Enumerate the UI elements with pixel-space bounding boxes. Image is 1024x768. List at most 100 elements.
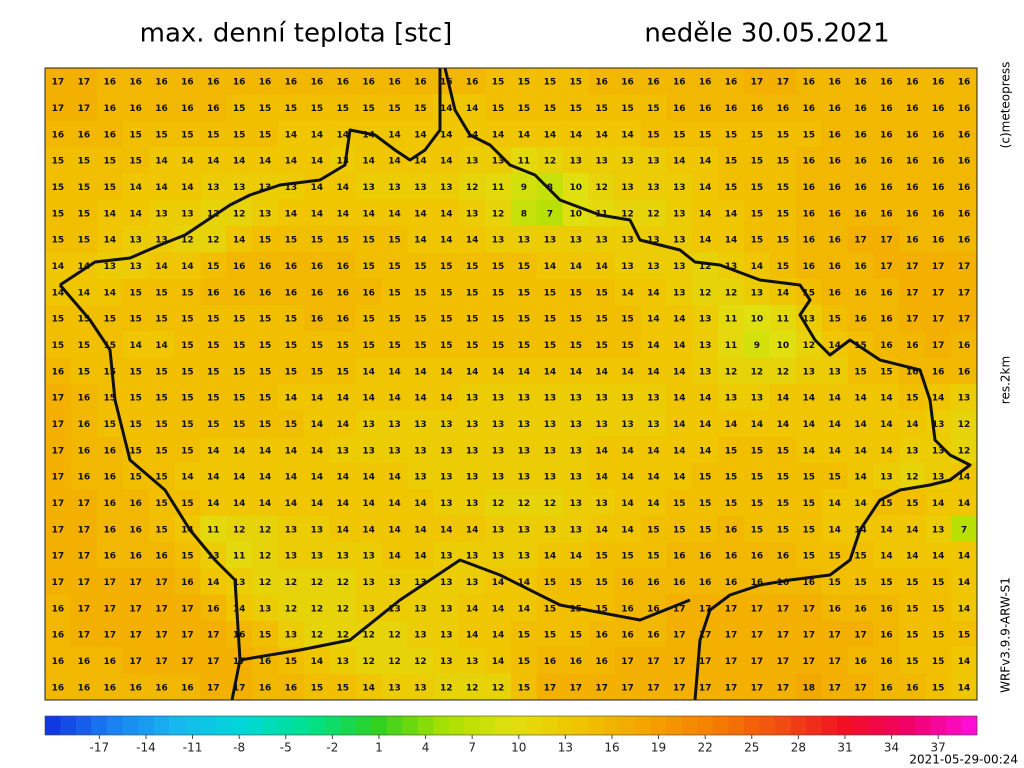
- grid-cell: [96, 68, 124, 95]
- grid-cell: [847, 673, 874, 701]
- grid-value: 14: [699, 157, 712, 167]
- grid-cell: [355, 568, 383, 596]
- grid-cell: [70, 647, 98, 675]
- grid-value: 14: [828, 420, 841, 430]
- grid-value: 16: [725, 578, 738, 588]
- grid-cell: [433, 621, 460, 648]
- grid-cell: [821, 226, 849, 253]
- grid-value: 13: [129, 262, 142, 272]
- grid-cell: [355, 226, 383, 253]
- grid-value: 14: [78, 288, 91, 298]
- grid-value: 15: [544, 341, 557, 351]
- grid-cell: [821, 120, 849, 148]
- grid-cell: [692, 463, 719, 490]
- grid-value: 16: [181, 104, 194, 114]
- grid-value: 13: [259, 183, 272, 193]
- grid-cell: [96, 594, 124, 622]
- grid-value: 14: [311, 183, 324, 193]
- grid-value: 14: [233, 236, 246, 246]
- grid-value: 12: [906, 473, 919, 483]
- grid-value: 15: [52, 341, 65, 351]
- grid-cell: [122, 463, 150, 490]
- grid-cell: [769, 410, 797, 438]
- grid-cell: [96, 542, 124, 569]
- grid-cell: [174, 68, 201, 95]
- grid-value: 13: [569, 446, 582, 456]
- grid-value: 14: [906, 420, 919, 430]
- grid-cell: [96, 147, 124, 174]
- grid-value: 15: [544, 604, 557, 614]
- grid-value: 14: [155, 341, 168, 351]
- colorbar-cell: [262, 716, 279, 735]
- grid-cell: [485, 173, 512, 201]
- grid-cell: [614, 305, 641, 332]
- grid-cell: [718, 173, 745, 201]
- grid-cell: [303, 410, 331, 438]
- grid-cell: [355, 542, 383, 569]
- grid-cell: [718, 147, 745, 174]
- grid-value: 16: [699, 104, 712, 114]
- grid-cell: [148, 68, 175, 95]
- grid-cell: [122, 305, 150, 332]
- grid-value: 15: [78, 367, 91, 377]
- grid-cell: [381, 226, 408, 253]
- grid-value: 13: [828, 367, 841, 377]
- grid-value: 15: [569, 341, 582, 351]
- grid-value: 15: [569, 288, 582, 298]
- grid-value: 12: [311, 578, 324, 588]
- grid-value: 13: [647, 157, 660, 167]
- grid-cell: [821, 463, 849, 490]
- grid-cell: [174, 305, 201, 332]
- grid-value: 13: [932, 473, 945, 483]
- grid-cell: [226, 331, 253, 359]
- grid-value: 14: [388, 394, 401, 404]
- grid-value: 16: [259, 262, 272, 272]
- grid-value: 17: [725, 631, 738, 641]
- grid-cell: [899, 436, 926, 464]
- grid-cell: [226, 515, 253, 543]
- grid-cell: [485, 120, 512, 148]
- grid-cell: [329, 252, 357, 280]
- grid-value: 16: [802, 78, 815, 88]
- grid-cell: [70, 515, 98, 543]
- grid-value: 15: [777, 525, 790, 535]
- grid-cell: [614, 147, 641, 174]
- grid-value: 16: [129, 683, 142, 693]
- grid-cell: [562, 542, 590, 569]
- grid-cell: [174, 568, 201, 596]
- grid-cell: [70, 331, 98, 359]
- grid-cell: [433, 673, 460, 701]
- grid-cell: [459, 463, 486, 490]
- colorbar-cell: [945, 716, 962, 735]
- grid-value: 13: [518, 552, 531, 562]
- grid-cell: [795, 68, 823, 95]
- colorbar-tick-label: -11: [183, 741, 203, 755]
- grid-value: 13: [466, 157, 479, 167]
- grid-value: 14: [362, 683, 375, 693]
- grid-value: 12: [259, 525, 272, 535]
- grid-cell: [303, 515, 331, 543]
- grid-cell: [588, 278, 616, 306]
- grid-cell: [666, 120, 693, 148]
- grid-cell: [899, 621, 926, 648]
- grid-cell: [873, 120, 900, 148]
- grid-value: 15: [595, 552, 608, 562]
- grid-cell: [718, 278, 745, 306]
- grid-cell: [381, 278, 408, 306]
- grid-cell: [873, 542, 900, 569]
- grid-value: 13: [466, 578, 479, 588]
- grid-cell: [148, 647, 175, 675]
- grid-cell: [433, 331, 460, 359]
- grid-cell: [951, 305, 978, 332]
- grid-cell: [795, 173, 823, 201]
- grid-value: 15: [906, 578, 919, 588]
- grid-value: 13: [466, 473, 479, 483]
- grid-cell: [226, 357, 253, 385]
- grid-value: 16: [854, 209, 867, 219]
- grid-cell: [252, 120, 279, 148]
- grid-value: 13: [544, 446, 557, 456]
- grid-cell: [718, 331, 745, 359]
- grid-cell: [562, 568, 590, 596]
- grid-value: 14: [699, 420, 712, 430]
- grid-cell: [588, 463, 616, 490]
